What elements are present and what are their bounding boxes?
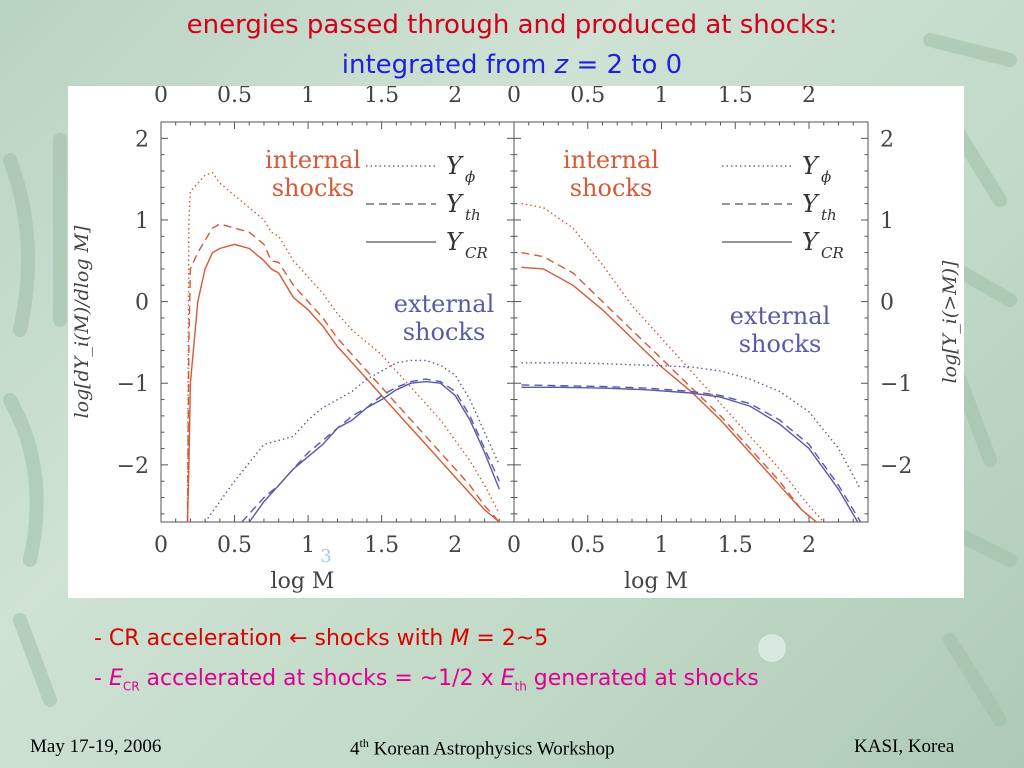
- right-xaxis-label: log M: [624, 569, 688, 594]
- left-ytick-label: −1: [117, 372, 149, 397]
- right-xtick-label-top: 2: [802, 86, 816, 108]
- right-legend-symbol: Y: [802, 190, 820, 218]
- footer-workshop-sup: th: [359, 736, 369, 750]
- slide-subtitle: integrated from z = 2 to 0: [0, 50, 1024, 80]
- left-series-internal-y-th: [186, 223, 500, 523]
- left-xtick-label-top: 0.5: [217, 86, 252, 108]
- subtitle-prefix: integrated from: [341, 50, 555, 80]
- note2-e-cr: E: [108, 666, 123, 691]
- right-legend-symbol: Y: [802, 152, 820, 180]
- left-series-external-y-phi: [204, 359, 500, 523]
- page-number: 3: [320, 546, 331, 567]
- right-series-internal-y-cr: [521, 266, 817, 523]
- left-xtick-label-bottom: 0: [154, 533, 168, 558]
- right-label-external: external: [730, 302, 831, 330]
- figure-panel: 0 0 0.5 0.5 1 1 1.5 1.5 2 2 2 1 0 −1 −2 log M log[dY_i(M…: [68, 86, 964, 598]
- right-ytick-label: 1: [880, 209, 894, 234]
- left-legend-sub: ϕ: [465, 168, 475, 186]
- left-xaxis-label: log M: [271, 569, 335, 594]
- left-xtick-label-bottom: 1.5: [364, 533, 399, 558]
- left-xtick-label-top: 2: [448, 86, 462, 108]
- left-xtick-label-bottom: 1: [301, 533, 315, 558]
- subtitle-z: z: [554, 50, 569, 80]
- left-label-internal-shocks: shocks: [272, 174, 355, 202]
- chart-svg: 0 0 0.5 0.5 1 1 1.5 1.5 2 2 2 1 0 −1 −2 log M log[dY_i(M…: [71, 86, 961, 594]
- note2-mid: accelerated at shocks = ~1/2 x: [139, 666, 501, 691]
- left-label-external: external: [394, 290, 495, 318]
- note1-prefix: - CR acceleration: [94, 626, 290, 651]
- left-legend-sub: th: [465, 206, 481, 224]
- note2-sub-cr: CR: [122, 679, 140, 694]
- right-xtick-label-bottom: 2: [802, 533, 816, 558]
- footer-workshop-rest: Korean Astrophysics Workshop: [368, 738, 615, 760]
- left-series-external-y-th: [241, 378, 500, 523]
- right-series-internal-y-th: [521, 251, 817, 523]
- right-series-external-y-phi: [521, 362, 862, 490]
- right-xtick-label-bottom: 0: [507, 533, 521, 558]
- right-xtick-label-bottom: 1: [655, 533, 669, 558]
- right-label-internal-shocks: shocks: [570, 174, 653, 202]
- left-series-internal-y-phi: [186, 171, 500, 523]
- footer-org: KASI, Korea: [854, 736, 955, 757]
- note2-suffix: generated at shocks: [526, 666, 759, 691]
- left-label-external-shocks: shocks: [403, 318, 486, 346]
- right-xtick-label-top: 0: [507, 86, 521, 108]
- left-legend-symbol: Y: [446, 190, 464, 218]
- right-series-external-y-th: [521, 384, 862, 523]
- note-energy-ratio: - ECR accelerated at shocks = ~1/2 x Eth…: [94, 666, 759, 693]
- left-legend-symbol: Y: [446, 228, 464, 256]
- left-ytick-label: 1: [135, 209, 149, 234]
- right-legend-sub: ϕ: [821, 168, 831, 186]
- left-xtick-label-bottom: 0.5: [217, 533, 252, 558]
- note-cr-acceleration: - CR acceleration ← shocks with M = 2~5: [94, 626, 548, 651]
- right-ytick-label: −2: [880, 454, 912, 479]
- right-xtick-label-top: 1: [655, 86, 669, 108]
- right-xtick-label-top: 1.5: [718, 86, 753, 108]
- left-xtick-label-top: 0: [154, 86, 168, 108]
- footer-workshop: 4th Korean Astrophysics Workshop: [350, 736, 614, 760]
- slide-title: energies passed through and produced at …: [186, 10, 838, 40]
- left-series-external-y-cr: [248, 380, 500, 523]
- right-xtick-label-bottom: 1.5: [718, 533, 753, 558]
- right-series-external-y-cr: [521, 386, 859, 523]
- footer-date: May 17-19, 2006: [30, 736, 162, 757]
- note2-prefix: -: [94, 666, 109, 691]
- note2-e-th: E: [500, 666, 515, 691]
- left-ytick-label: 2: [135, 127, 149, 152]
- left-yaxis-label: log[dY_i(M)/dlog M]: [71, 225, 93, 418]
- right-series-internal-y-phi: [521, 202, 825, 523]
- left-arrow-icon: ←: [289, 626, 308, 651]
- note1-suffix: = 2~5: [469, 626, 549, 651]
- subtitle-suffix: = 2 to 0: [568, 50, 683, 80]
- left-legend-symbol: Y: [446, 152, 464, 180]
- left-label-internal: internal: [265, 146, 361, 174]
- right-ytick-label: 0: [880, 291, 894, 316]
- left-legend-sub: CR: [465, 244, 488, 262]
- note2-sub-th: th: [514, 679, 527, 694]
- left-xtick-label-top: 1.5: [364, 86, 399, 108]
- note1-mid: shocks with: [307, 626, 451, 651]
- note1-mach: M: [450, 626, 470, 651]
- right-label-external-shocks: shocks: [739, 330, 822, 358]
- right-ytick-label: 2: [880, 127, 894, 152]
- right-label-internal: internal: [563, 146, 659, 174]
- left-ytick-label: −2: [117, 454, 149, 479]
- left-xtick-label-top: 1: [301, 86, 315, 108]
- left-series-internal-y-cr: [186, 243, 500, 523]
- right-legend-sub: th: [821, 206, 837, 224]
- right-yaxis-label: log[Y_i(>M)]: [939, 260, 961, 383]
- right-legend-symbol: Y: [802, 228, 820, 256]
- left-xtick-label-bottom: 2: [448, 533, 462, 558]
- right-legend-sub: CR: [821, 244, 844, 262]
- right-ytick-label: −1: [880, 372, 912, 397]
- left-ytick-label: 0: [135, 291, 149, 316]
- right-xtick-label-bottom: 0.5: [570, 533, 605, 558]
- right-xtick-label-top: 0.5: [570, 86, 605, 108]
- footer-workshop-num: 4: [350, 738, 360, 760]
